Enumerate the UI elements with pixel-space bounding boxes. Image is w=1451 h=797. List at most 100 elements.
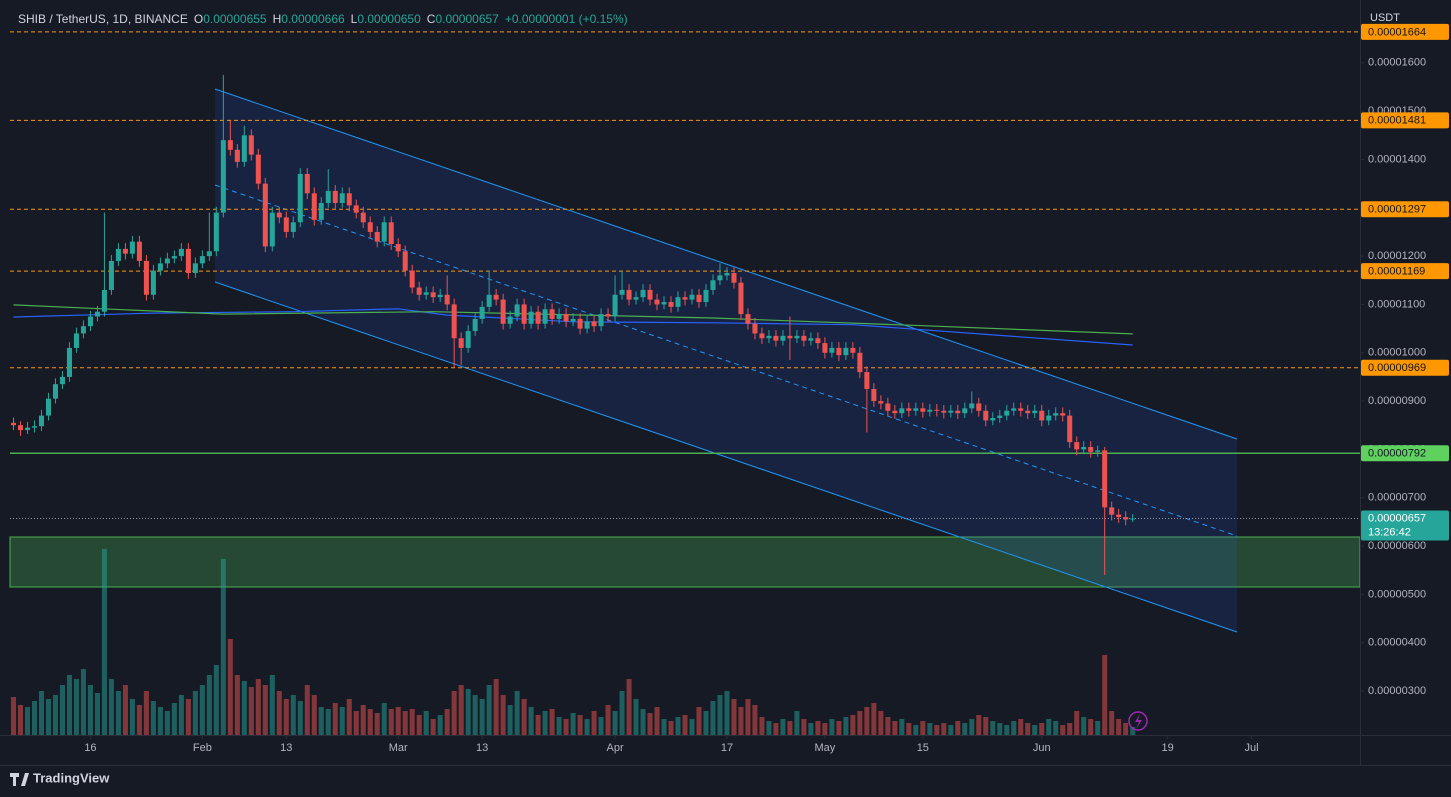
candle-body	[997, 415, 1003, 418]
volume-bar	[416, 715, 422, 735]
volume-bar	[864, 707, 870, 735]
candle-body	[927, 409, 933, 412]
candle-body	[381, 222, 387, 242]
volume-bar	[647, 713, 653, 735]
volume-bar	[10, 697, 17, 735]
volume-bar	[297, 701, 303, 735]
candle-body	[199, 256, 205, 264]
candle-body	[598, 314, 604, 327]
ohlc-value: 0.00000650	[357, 12, 421, 26]
volume-bar	[423, 711, 429, 735]
candle-body	[458, 338, 464, 348]
x-tick-label: 13	[476, 742, 488, 754]
volume-bar	[94, 693, 100, 735]
volume-bar	[850, 715, 856, 735]
volume-bar	[514, 691, 520, 735]
candle-body	[563, 314, 569, 322]
volume-bar	[794, 711, 800, 735]
candle-body	[150, 270, 156, 295]
candle-body	[794, 335, 800, 339]
y-tick-label: 0.00000900	[1368, 395, 1426, 407]
candle-body	[374, 231, 380, 242]
volume-bar	[269, 675, 275, 735]
symbol-header: SHIB / TetherUS, 1D, BINANCE O 0.00000655…	[18, 12, 634, 26]
candle-body	[969, 403, 975, 409]
volume-bar	[332, 703, 338, 735]
candle-body	[717, 275, 723, 281]
candle-body	[388, 222, 394, 245]
volume-bar	[17, 705, 24, 735]
level-tag	[1361, 201, 1449, 218]
volume-bar	[458, 685, 464, 735]
volume-bar	[31, 701, 37, 735]
brand-logo	[10, 773, 29, 786]
volume-bar	[955, 721, 961, 735]
volume-bar	[367, 709, 373, 735]
volume-bar	[927, 723, 933, 735]
volume-bar	[605, 705, 611, 735]
y-tick-label: 0.00000500	[1368, 588, 1426, 600]
candle-body	[556, 314, 562, 319]
candle-body	[45, 398, 51, 416]
x-tick-label: Jun	[1033, 742, 1051, 754]
volume-bar	[766, 721, 772, 735]
volume-bar	[1130, 727, 1136, 735]
volume-bar	[556, 717, 562, 735]
candle-body	[682, 297, 688, 300]
candle-body	[738, 282, 744, 315]
alert-icon[interactable]	[1128, 711, 1148, 731]
volume-bar	[80, 669, 86, 735]
axis-layer: 0.00000300 0.00000400 0.00000500 0.00000600…	[84, 23, 1449, 754]
candle-body	[542, 309, 548, 324]
candle-body	[24, 427, 31, 431]
candle-body	[451, 304, 457, 339]
candle-body	[325, 190, 331, 203]
candle-body	[38, 415, 44, 427]
candle-body	[206, 251, 212, 257]
level-tag	[1361, 263, 1449, 280]
last-price-label: 0.00000657	[1368, 512, 1426, 524]
volume-bar	[311, 695, 317, 735]
candle-body	[633, 297, 639, 300]
volume-bar	[402, 711, 408, 735]
volume-bar	[682, 715, 688, 735]
candle-body	[115, 248, 121, 261]
candle-body	[815, 338, 821, 344]
candle-body	[423, 292, 429, 295]
candle-body	[647, 289, 653, 300]
candle-body	[962, 408, 968, 414]
candle-body	[773, 335, 779, 341]
volume-bar	[227, 639, 233, 735]
volume-bar	[262, 685, 268, 735]
x-tick-label: 15	[917, 742, 929, 754]
volume-bar	[780, 719, 786, 735]
x-tick-label: 16	[84, 742, 96, 754]
candle-body	[521, 304, 527, 324]
candle-body	[710, 280, 716, 290]
volume-bar	[1011, 721, 1017, 735]
volume-bar	[444, 709, 450, 735]
volume-bar	[577, 715, 583, 735]
x-tick-label: May	[815, 742, 836, 754]
volume-bar	[206, 675, 212, 735]
volume-bar	[465, 689, 471, 735]
volume-bar	[108, 679, 114, 735]
level-tag	[1361, 112, 1449, 129]
y-tick-label: 0.00001200	[1368, 250, 1426, 262]
ohlc-key: O	[193, 12, 204, 26]
volume-bar	[136, 705, 142, 735]
volume-bar	[304, 685, 310, 735]
volume-bar	[990, 721, 996, 735]
y-tick-label: 0.00001600	[1368, 57, 1426, 69]
candle-body	[836, 347, 842, 356]
volume-bar	[542, 711, 548, 735]
volume-bar	[815, 721, 821, 735]
y-tick-label: 0.00000300	[1368, 685, 1426, 697]
volume-bar	[486, 685, 492, 735]
volume-bar	[745, 699, 751, 735]
volume-bar	[773, 723, 779, 735]
level-tag	[1361, 359, 1449, 376]
volume-bar	[808, 723, 814, 735]
volume-bar	[409, 709, 415, 735]
volume-bar	[563, 719, 569, 735]
